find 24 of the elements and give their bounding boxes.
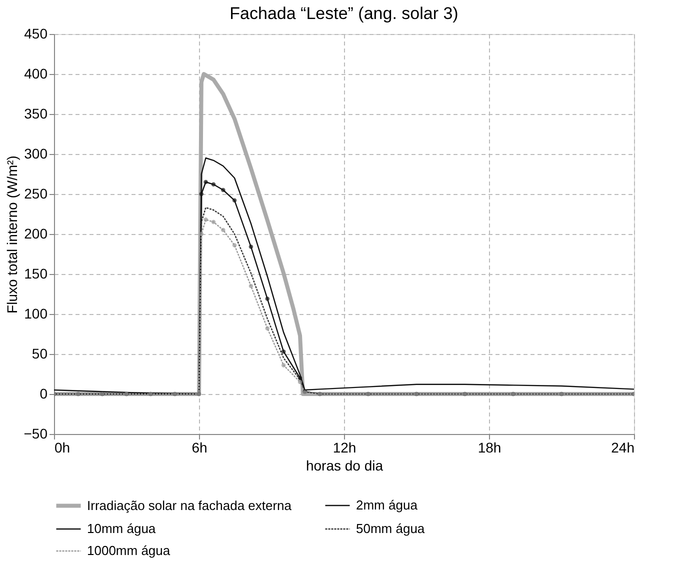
legend-label: 50mm água — [356, 521, 426, 536]
y-tick-label: 150 — [24, 266, 48, 282]
x-tick-label: 6h — [192, 440, 208, 456]
y-tick-label: 100 — [24, 306, 48, 322]
y-tick-label: 250 — [24, 186, 48, 202]
y-tick-label: 0 — [40, 386, 48, 402]
y-tick-label: 300 — [24, 146, 48, 162]
y-tick-label: 400 — [24, 66, 48, 82]
y-tick-label: 350 — [24, 106, 48, 122]
x-tick-label: 24h — [611, 440, 634, 456]
legend-label: 2mm água — [356, 498, 418, 512]
legend-label: 10mm água — [87, 521, 156, 536]
legend-label: Irradiação solar na fachada externa — [87, 498, 292, 513]
x-tick-label: 0h — [54, 440, 70, 456]
y-tick-label: 450 — [24, 26, 48, 42]
x-axis-title: horas do dia — [306, 458, 384, 474]
x-tick-label: 12h — [332, 440, 356, 456]
y-tick-label: 50 — [32, 346, 48, 362]
y-axis-title: Fluxo total interno (W/m²) — [4, 156, 20, 314]
legend-label: 1000mm água — [87, 543, 171, 558]
y-tick-label: 200 — [24, 226, 48, 242]
y-tick-label: −50 — [24, 426, 48, 442]
chart-title: Fachada “Leste” (ang. solar 3) — [230, 4, 458, 23]
x-tick-label: 18h — [478, 440, 502, 456]
